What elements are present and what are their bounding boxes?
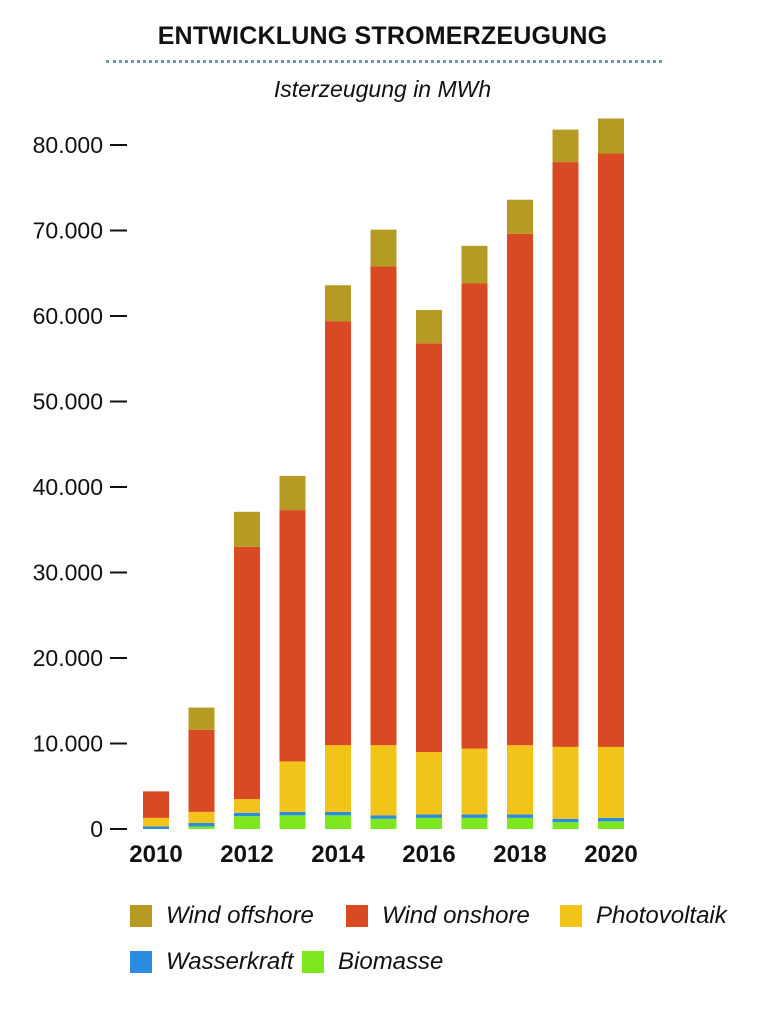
x-tick-label: 2012 [220, 841, 273, 868]
bar-segment-wasserkraft [234, 812, 260, 817]
bar-segment-wind-offshore [416, 310, 442, 344]
y-tick-label: 20.000 [33, 645, 103, 671]
bar-segment-photovoltaik [552, 746, 579, 819]
y-tick-label: 50.000 [33, 389, 103, 415]
bar-segment-wind-offshore [552, 129, 579, 163]
bar-segment-wind-onshore [370, 266, 397, 746]
bar-segment-biomasse [598, 821, 624, 829]
bar-segment-biomasse [325, 815, 351, 829]
legend-swatch-biomasse [302, 951, 324, 973]
legend-item-photovoltaik: Photovoltaik [560, 902, 727, 930]
y-tick-label: 0 [90, 816, 103, 842]
bar-segment-photovoltaik [416, 752, 442, 815]
legend-label-photovoltaik: Photovoltaik [596, 902, 727, 929]
bar-segment-wasserkraft [416, 814, 442, 818]
legend-item-wind-onshore: Wind onshore [346, 902, 530, 930]
stacked-bar-chart: 0 10.000 20.000 30.000 40.000 50.000 60.000 70.… [33, 118, 638, 868]
bar-segment-biomasse [416, 817, 442, 829]
chart-subtitle: Isterzeugung in MWh [273, 76, 492, 102]
legend-label-wasserkraft: Wasserkraft [166, 948, 294, 975]
bar-segment-photovoltaik [234, 799, 260, 813]
bar-segment-photovoltaik [370, 745, 397, 816]
bar-segment-photovoltaik [143, 817, 169, 827]
legend-label-biomasse: Biomasse [338, 948, 444, 975]
bar-segment-wasserkraft [507, 814, 533, 818]
bar-segment-wind-onshore [143, 791, 169, 818]
legend-swatch-wind-onshore [346, 905, 368, 927]
bar-segment-wind-offshore [598, 118, 624, 154]
bar-segment-wind-onshore [188, 729, 215, 812]
bar-segment-photovoltaik [461, 748, 488, 815]
bar-segment-wind-offshore [325, 285, 351, 322]
bar-segment-wasserkraft [188, 823, 215, 827]
bar-segment-photovoltaik [325, 745, 351, 812]
chart-title: ENTWICKLUNG STROMERZEUGUNG [157, 22, 608, 50]
bar-segment-photovoltaik [598, 746, 624, 818]
bar-segment-biomasse [279, 815, 306, 829]
legend-swatch-wind-offshore [130, 905, 152, 927]
legend-item-wind-offshore: Wind offshore [130, 902, 314, 930]
legend-swatch-wasserkraft [130, 951, 152, 973]
legend-label-wind-offshore: Wind offshore [166, 902, 314, 929]
bar-segment-wasserkraft [370, 815, 397, 819]
x-tick-label: 2018 [493, 841, 546, 868]
legend-item-biomasse: Biomasse [302, 948, 443, 976]
bar-segment-wind-onshore [325, 321, 351, 746]
x-tick-label: 2016 [402, 841, 455, 868]
bar-segment-wind-offshore [188, 707, 215, 730]
bar-segment-wasserkraft [143, 826, 169, 829]
bar-segment-wind-onshore [279, 510, 306, 762]
bar-segment-wasserkraft [598, 817, 624, 822]
bar-segment-wasserkraft [552, 818, 579, 823]
x-tick-label: 2014 [311, 841, 365, 868]
bar-segment-wind-offshore [370, 229, 397, 267]
bar-segment-wind-onshore [507, 233, 533, 746]
y-tick-label: 70.000 [33, 218, 103, 244]
bar-segment-wasserkraft [279, 811, 306, 816]
bar-segment-biomasse [188, 826, 215, 829]
bar-segment-biomasse [461, 817, 488, 829]
y-tick-label: 40.000 [33, 474, 103, 500]
legend-swatch-photovoltaik [560, 905, 582, 927]
bar-segment-biomasse [370, 818, 397, 829]
y-tick-label: 10.000 [33, 731, 103, 757]
bar-segment-wind-offshore [461, 245, 488, 284]
x-tick-label: 2020 [584, 841, 637, 868]
bar-segment-photovoltaik [507, 745, 533, 815]
title-separator [106, 60, 662, 63]
legend-label-wind-onshore: Wind onshore [382, 902, 530, 929]
bar-segment-wind-onshore [234, 546, 260, 800]
bar-segment-biomasse [552, 822, 579, 829]
bar-segment-biomasse [507, 817, 533, 829]
x-tick-label: 2010 [129, 841, 182, 868]
y-tick-label: 30.000 [33, 560, 103, 586]
bar-segment-wind-onshore [598, 153, 624, 747]
bar-segment-wind-offshore [279, 475, 306, 511]
bar-segment-wasserkraft [461, 814, 488, 818]
legend-item-wasserkraft: Wasserkraft [130, 948, 294, 976]
y-tick-label: 60.000 [33, 303, 103, 329]
bar-segment-wind-offshore [234, 511, 260, 547]
bar-segment-photovoltaik [279, 761, 306, 812]
bar-segment-photovoltaik [188, 811, 215, 824]
bar-segment-wind-onshore [416, 343, 442, 753]
bar-segment-wind-onshore [461, 283, 488, 749]
bar-segment-wind-onshore [552, 162, 579, 747]
bar-segment-biomasse [234, 816, 260, 829]
bar-segment-wind-offshore [507, 199, 533, 234]
bar-segment-wasserkraft [325, 811, 351, 816]
y-tick-label: 80.000 [33, 132, 103, 158]
